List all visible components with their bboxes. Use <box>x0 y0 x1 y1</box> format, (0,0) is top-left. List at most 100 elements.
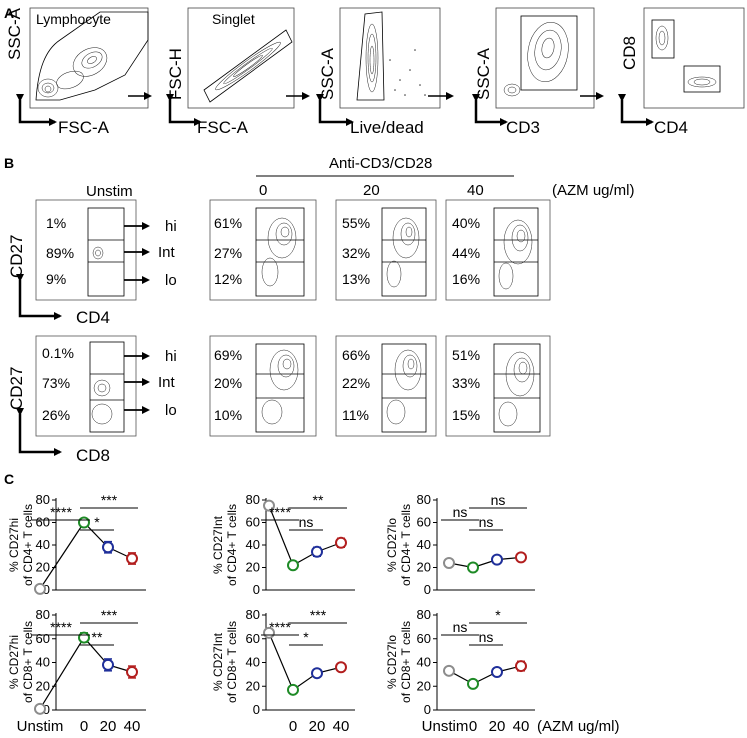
data-point-0 <box>467 561 479 574</box>
series-line <box>448 665 522 685</box>
y-axis-label-line: of CD8+ T cells <box>21 621 35 703</box>
y-tick-label: 20 <box>246 560 260 575</box>
data-point-0 <box>287 559 299 572</box>
pct-int: 32% <box>342 245 370 261</box>
flow-plot-unstim: 0.1% 73% 26% <box>35 335 137 437</box>
y-tick-label: 80 <box>417 492 431 507</box>
pct-int: 20% <box>214 375 242 391</box>
data-point-40 <box>126 666 138 678</box>
pct-lo: 11% <box>342 407 369 423</box>
y-tick-label: 0 <box>253 582 260 597</box>
gating-plot-cd4-cd8: CD8 CD4 <box>618 7 745 137</box>
data-point-40 <box>515 551 527 564</box>
stim-label: Anti-CD3/CD28 <box>329 155 432 172</box>
y-tick-label: 40 <box>246 655 260 670</box>
series-line <box>39 636 133 710</box>
flow-row-cd8: CD27 CD8 0.1% 73% 26% hi Int lo <box>7 335 551 465</box>
flow-plot-unstim: 1% 89% 9% <box>35 199 137 301</box>
data-point-Unstim <box>443 664 455 677</box>
sig-label: *** <box>310 607 327 623</box>
data-point-20 <box>102 541 114 554</box>
y-axis-label-line: % CD27Int <box>211 515 225 574</box>
y-axis-label-line: of CD8+ T cells <box>225 621 239 703</box>
flow-plot-dose-20: 66% 22% 11% <box>335 335 437 437</box>
data-point-40 <box>515 660 527 673</box>
gate-name-lo: lo <box>165 402 177 419</box>
sig-label: * <box>303 629 309 645</box>
sig-label: ns <box>491 492 506 508</box>
gating-y-label-3: SSC-A <box>318 47 337 100</box>
y-tick-label: 20 <box>246 678 260 693</box>
x-label-40: 40 <box>513 718 530 735</box>
sig-label: *** <box>101 607 118 623</box>
y-tick-label: 0 <box>43 702 50 717</box>
contour-cloud <box>37 47 108 98</box>
pct-lo: 13% <box>342 271 370 287</box>
data-point-40 <box>335 661 347 674</box>
data-point-20 <box>311 667 323 680</box>
x-label-0: 0 <box>469 718 477 735</box>
y-tick-label: 20 <box>36 560 50 575</box>
gating-x-label-3: Live/dead <box>350 118 424 137</box>
data-point-0 <box>78 631 90 644</box>
pct-int: 89% <box>46 245 74 261</box>
x-label-0: 0 <box>80 718 88 735</box>
data-point-40 <box>335 536 347 549</box>
y-tick-label: 0 <box>253 702 260 717</box>
y-tick-label: 80 <box>417 607 431 622</box>
dose-unit: (AZM ug/ml) <box>552 182 635 199</box>
y-tick-label: 40 <box>36 655 50 670</box>
gate-name-lo: lo <box>165 272 177 289</box>
data-point-Unstim <box>263 499 275 512</box>
y-axis-label-line: % CD27hi <box>7 635 21 689</box>
y-axis-label: % CD27Intof CD8+ T cells <box>211 621 239 703</box>
series-line <box>448 556 522 569</box>
flow-plot-dose-20: 55% 32% 13% <box>335 199 437 301</box>
y-axis-label-line: of CD4+ T cells <box>225 504 239 586</box>
x-label-unstim: Unstim <box>422 718 469 735</box>
y-tick-label: 60 <box>36 631 50 646</box>
y-tick-label: 0 <box>424 582 431 597</box>
dose-label-40: 40 <box>467 182 484 199</box>
x-unit-label: (AZM ug/ml) <box>537 718 620 735</box>
data-point-20 <box>491 553 503 566</box>
y-axis-label-line: of CD4+ T cells <box>399 504 413 586</box>
y-tick-label: 60 <box>417 631 431 646</box>
x-label-20: 20 <box>309 718 326 735</box>
y-tick-label: 20 <box>417 678 431 693</box>
y-tick-label: 20 <box>36 678 50 693</box>
pct-lo: 12% <box>214 271 242 287</box>
gate-name-hi: hi <box>165 348 177 365</box>
pct-lo: 15% <box>452 407 480 423</box>
pct-int: 44% <box>452 245 480 261</box>
data-point-0 <box>78 516 90 529</box>
pct-lo: 10% <box>214 407 242 423</box>
x-label-unstim: Unstim <box>17 718 64 735</box>
gating-y-label-4: SSC-A <box>474 47 493 100</box>
sig-label: **** <box>269 619 291 635</box>
panel-label-b: B <box>4 155 14 171</box>
flow-plot-dose-0: 61% 27% 12% <box>209 199 317 301</box>
pct-hi: 40% <box>452 215 480 231</box>
pct-int: 73% <box>42 375 70 391</box>
sig-label: **** <box>269 504 291 520</box>
dose-label-0: 0 <box>259 182 267 199</box>
pct-lo: 9% <box>46 271 66 287</box>
x-label-40: 40 <box>124 718 141 735</box>
data-point-20 <box>311 545 323 558</box>
pct-int: 27% <box>214 245 242 261</box>
sig-label: ns <box>479 629 494 645</box>
y-tick-label: 80 <box>36 607 50 622</box>
sig-label: ns <box>453 504 468 520</box>
pct-hi: 51% <box>452 347 480 363</box>
y-tick-label: 80 <box>246 492 260 507</box>
gate-name-hi: hi <box>165 218 177 235</box>
gating-x-label-4: CD3 <box>506 118 540 137</box>
y-axis-label: % CD27hiof CD8+ T cells <box>7 621 35 703</box>
series-line <box>268 632 342 691</box>
sig-label: ** <box>313 492 324 508</box>
x-label-0: 0 <box>289 718 297 735</box>
